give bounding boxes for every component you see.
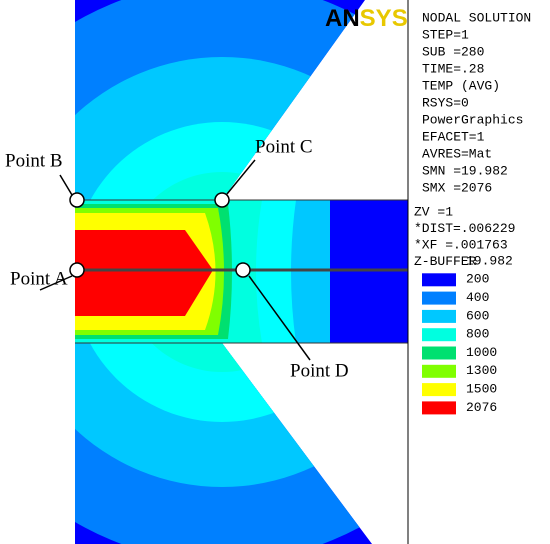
legend-label: 200 bbox=[466, 272, 489, 287]
info-line: AVRES=Mat bbox=[422, 146, 492, 161]
point-label: Point B bbox=[5, 150, 63, 171]
legend-label: 400 bbox=[466, 290, 489, 305]
legend-swatch bbox=[422, 328, 456, 342]
logo-part: AN bbox=[325, 5, 360, 32]
info-line: SUB =280 bbox=[422, 44, 484, 59]
legend-label: 1300 bbox=[466, 363, 497, 378]
logo: ANSYS bbox=[325, 5, 408, 32]
legend-label: 2076 bbox=[466, 400, 497, 415]
view-line: Z-BUFFER bbox=[414, 254, 477, 269]
info-panel: NODAL SOLUTION STEP=1 SUB =280 TIME=.28 TEMP… bbox=[414, 10, 531, 414]
legend-label: 1000 bbox=[466, 345, 497, 360]
legend-swatch bbox=[422, 383, 456, 397]
legend-swatch bbox=[422, 401, 456, 415]
legend-label: 600 bbox=[466, 308, 489, 323]
point-label: Point D bbox=[290, 360, 349, 381]
info-line: EFACET=1 bbox=[422, 129, 485, 144]
view-line: ZV =1 bbox=[414, 204, 453, 219]
markers bbox=[39, 159, 311, 361]
info-line: PowerGraphics bbox=[422, 112, 523, 127]
point-label: Point C bbox=[255, 136, 313, 157]
info-line: TIME=.28 bbox=[422, 61, 484, 76]
legend-swatch bbox=[422, 346, 456, 360]
legend-swatch bbox=[422, 364, 456, 378]
info-line: STEP=1 bbox=[422, 27, 469, 42]
info-line: SMN =19.982 bbox=[422, 163, 508, 178]
point-label: Point A bbox=[10, 268, 68, 289]
legend-swatch bbox=[422, 309, 456, 323]
legend-label: 19.982 bbox=[466, 253, 513, 268]
view-line: *DIST=.006229 bbox=[414, 221, 515, 236]
legend-label: 1500 bbox=[466, 382, 497, 397]
info-line: TEMP (AVG) bbox=[422, 78, 500, 93]
info-line: RSYS=0 bbox=[422, 95, 469, 110]
legend-label: 800 bbox=[466, 327, 489, 342]
legend-swatch bbox=[422, 291, 456, 305]
logo-part: SYS bbox=[360, 5, 408, 32]
legend-swatch bbox=[422, 273, 456, 287]
info-line: NODAL SOLUTION bbox=[422, 10, 531, 25]
view-line: *XF =.001763 bbox=[414, 237, 508, 252]
info-line: SMX =2076 bbox=[422, 180, 492, 195]
